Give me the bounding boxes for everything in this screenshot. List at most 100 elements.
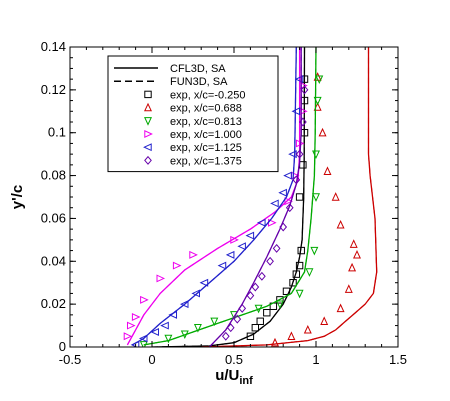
data-point — [297, 246, 305, 255]
data-point — [160, 321, 169, 330]
x-tick-label: 0 — [148, 352, 155, 367]
data-point — [156, 274, 166, 283]
data-point — [189, 250, 198, 259]
data-point — [168, 310, 178, 319]
data-point — [289, 279, 297, 287]
data-point — [254, 304, 263, 314]
data-point — [210, 317, 219, 327]
series-line-fun3d — [201, 47, 378, 347]
data-point — [271, 337, 279, 347]
data-point — [251, 282, 260, 292]
series-line-fun3d — [132, 47, 297, 346]
y-tick-label: 0.04 — [41, 253, 66, 268]
series-0 — [151, 47, 309, 347]
series-2 — [139, 47, 324, 347]
data-point — [150, 328, 159, 336]
legend-marker — [143, 143, 152, 152]
data-point — [225, 250, 235, 259]
y-tick-label: 0.06 — [41, 210, 66, 225]
data-point — [303, 324, 312, 334]
y-tick-label: 0.1 — [48, 125, 66, 140]
data-point — [336, 219, 345, 229]
x-axis-label: u/Uinf — [215, 367, 253, 387]
data-point — [270, 199, 279, 208]
data-point — [139, 341, 148, 347]
data-point — [245, 231, 255, 240]
legend-item: exp, x/c=-0.250 — [144, 89, 246, 101]
data-point — [230, 235, 239, 244]
data-point — [348, 262, 357, 272]
legend-item: exp, x/c=1.375 — [144, 155, 242, 167]
legend-item: exp, x/c=1.000 — [144, 129, 242, 141]
data-point — [140, 295, 149, 304]
data-point — [318, 127, 327, 137]
legend-marker — [144, 130, 153, 138]
data-point — [278, 188, 287, 197]
legend-label: exp, x/c=0.813 — [170, 116, 242, 128]
data-point — [344, 284, 353, 293]
data-point — [331, 192, 340, 201]
data-point — [238, 303, 247, 313]
data-point — [172, 261, 182, 270]
data-point — [313, 96, 322, 106]
legend-item: exp, x/c=1.125 — [143, 142, 242, 154]
x-axis-label-main: u/U — [215, 367, 239, 384]
data-point — [283, 171, 292, 180]
legend-label: exp, x/c=1.125 — [170, 142, 242, 154]
y-axis: 0 0.02 0.04 0.06 0.08 0.1 0.12 0.14 — [41, 39, 398, 354]
data-point — [193, 324, 202, 333]
data-point — [292, 175, 301, 185]
data-point — [295, 139, 305, 148]
data-point — [320, 316, 329, 325]
data-point — [180, 330, 189, 340]
legend-marker — [144, 102, 152, 112]
legend-item: exp, x/c=0.688 — [144, 102, 242, 115]
data-point — [217, 261, 227, 270]
data-point — [191, 289, 200, 298]
data-point — [251, 324, 260, 332]
data-point — [310, 246, 319, 256]
legend-label: exp, x/c=0.688 — [170, 103, 242, 115]
legend-item: FUN3D, SA — [114, 76, 228, 88]
data-point — [126, 321, 136, 330]
x-tick-label: 1.5 — [389, 352, 407, 367]
data-point — [246, 332, 255, 340]
x-tick-label: 1 — [312, 352, 319, 367]
legend-label: exp, x/c=1.000 — [170, 129, 242, 141]
data-point — [287, 331, 296, 340]
legend-label: FUN3D, SA — [170, 76, 228, 88]
data-point — [279, 222, 288, 232]
series-1 — [201, 47, 378, 347]
series-line-fun3d — [126, 47, 301, 346]
x-axis: -0.5 0 0.5 1 1.5 — [59, 47, 407, 367]
data-point — [246, 291, 255, 301]
data-point — [138, 334, 148, 343]
data-point — [305, 268, 314, 277]
data-point — [300, 85, 309, 95]
data-point — [199, 278, 209, 287]
data-point — [294, 75, 304, 84]
data-point — [292, 270, 301, 278]
data-point — [295, 149, 304, 159]
data-point — [131, 313, 141, 321]
data-point — [221, 331, 230, 341]
data-point — [256, 218, 266, 227]
data-point — [123, 332, 133, 341]
data-point — [336, 303, 345, 313]
data-point — [295, 289, 304, 299]
data-point — [299, 161, 307, 169]
series-line-fun3d — [209, 47, 302, 347]
data-point — [323, 166, 332, 175]
data-point — [164, 334, 173, 344]
y-axis-label: y'/c — [9, 185, 26, 209]
y-tick-label: 0 — [59, 339, 66, 354]
data-point — [266, 256, 274, 266]
legend-item: exp, x/c=0.813 — [144, 116, 242, 128]
data-point — [291, 107, 301, 116]
data-point — [258, 271, 266, 281]
data-point — [299, 117, 307, 127]
data-point — [275, 300, 284, 310]
series-4 — [130, 47, 304, 347]
plot-area — [123, 47, 378, 347]
data-point — [284, 197, 294, 206]
